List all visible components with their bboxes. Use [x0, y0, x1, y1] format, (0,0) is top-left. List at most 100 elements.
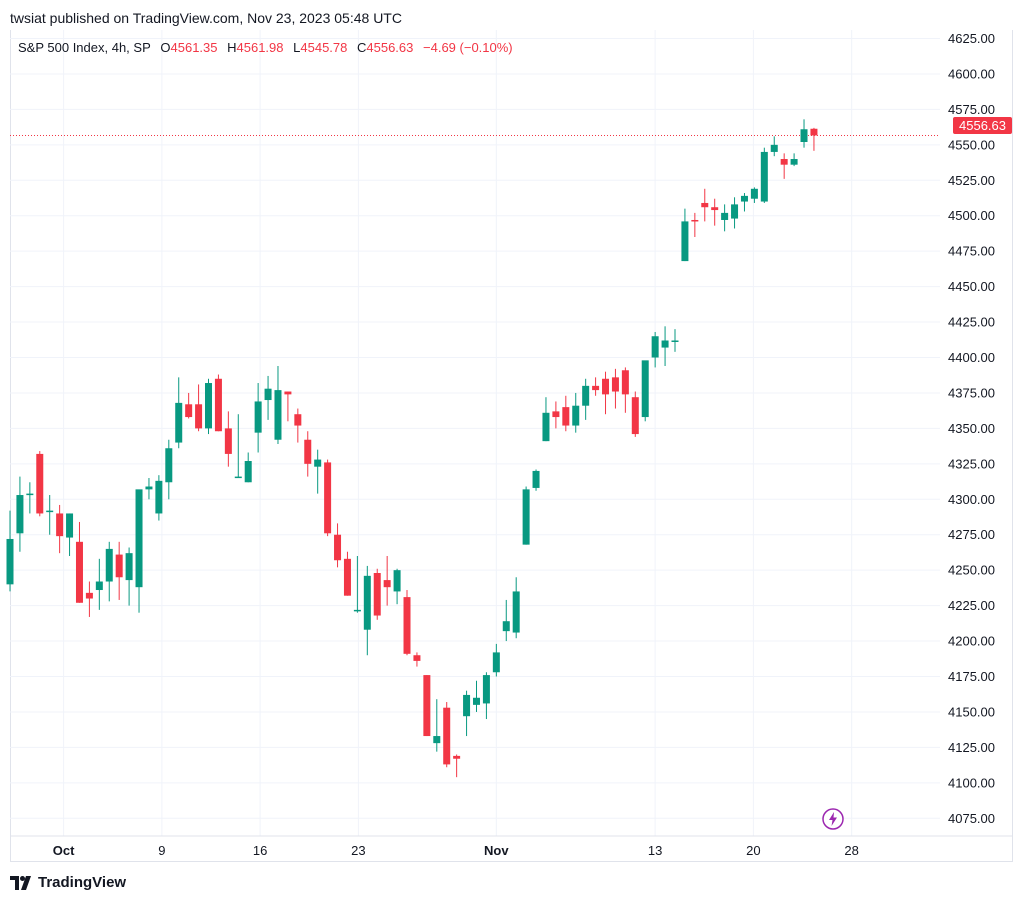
candle-body — [542, 412, 550, 442]
candle-body — [631, 397, 639, 435]
lightning-bolt-icon[interactable] — [822, 808, 844, 830]
candle-body — [810, 128, 818, 136]
candle-body — [244, 461, 252, 483]
candle-body — [413, 655, 421, 661]
candle-body — [135, 489, 143, 588]
publisher-caption: twsiat published on TradingView.com, Nov… — [10, 10, 402, 26]
candle-body — [790, 159, 798, 165]
candle-body — [552, 411, 560, 418]
candle-body — [36, 453, 44, 514]
candle-body — [353, 609, 361, 612]
candle-body — [284, 391, 292, 395]
y-tick-label: 4125.00 — [948, 740, 995, 755]
candle-body — [224, 428, 232, 454]
candle-body — [661, 340, 669, 348]
candle-body — [463, 694, 471, 717]
candle-body — [502, 621, 510, 632]
candle-body — [274, 390, 282, 440]
last-price-tag: 4556.63 — [953, 117, 1012, 134]
candle-body — [482, 675, 490, 704]
candle-body — [75, 541, 83, 603]
candle-body — [185, 404, 193, 418]
candle-body — [115, 554, 123, 578]
candle-body — [264, 388, 272, 401]
y-tick-label: 4225.00 — [948, 598, 995, 613]
y-tick-label: 4275.00 — [948, 527, 995, 542]
candle-body — [46, 510, 54, 513]
y-tick-label: 4475.00 — [948, 244, 995, 259]
candle-body — [780, 159, 788, 165]
candle-body — [16, 495, 24, 534]
candle-body — [522, 489, 530, 545]
candle-body — [334, 534, 342, 561]
x-tick-label: 20 — [746, 843, 760, 858]
candle-body — [701, 202, 709, 208]
y-tick-label: 4425.00 — [948, 315, 995, 330]
x-tick-label: 28 — [844, 843, 858, 858]
candle-body — [532, 470, 540, 488]
y-tick-label: 4500.00 — [948, 208, 995, 223]
x-tick-label: 23 — [351, 843, 365, 858]
candle-body — [681, 221, 689, 262]
candle-body — [304, 439, 312, 464]
tradingview-logo[interactable]: TradingView — [10, 874, 126, 891]
candle-body — [711, 207, 719, 211]
candle-body — [214, 378, 222, 432]
candle-body — [443, 707, 451, 765]
tradingview-logo-icon — [10, 875, 31, 890]
candle-body — [6, 538, 14, 585]
candle-body — [155, 480, 163, 514]
close-label: C — [357, 40, 367, 55]
y-tick-label: 4575.00 — [948, 102, 995, 117]
candle-body — [602, 378, 610, 395]
candle-body — [433, 736, 441, 744]
open-label: O — [160, 40, 171, 55]
y-tick-label: 4250.00 — [948, 563, 995, 578]
candle-body — [721, 212, 729, 220]
candle-body — [95, 581, 103, 591]
symbol-label[interactable]: S&P 500 Index, 4h, SP — [18, 40, 151, 55]
candle-body — [750, 188, 758, 199]
candle-body — [373, 573, 381, 616]
change-value: −4.69 (−0.10%) — [423, 40, 513, 55]
candle-body — [671, 340, 679, 342]
candle-body — [66, 513, 74, 538]
chart-frame — [10, 30, 1013, 862]
candle-body — [453, 755, 461, 759]
high-value: 4561.98 — [236, 40, 284, 55]
x-tick-label: 16 — [253, 843, 267, 858]
y-tick-label: 4150.00 — [948, 704, 995, 719]
y-tick-label: 4400.00 — [948, 350, 995, 365]
candle-body — [492, 652, 500, 673]
candle-body — [363, 575, 371, 630]
candle-body — [314, 459, 322, 467]
high-label: H — [227, 40, 237, 55]
low-label: L — [293, 40, 301, 55]
x-tick-label: Oct — [53, 843, 75, 858]
candle-body — [234, 476, 242, 479]
y-tick-label: 4525.00 — [948, 173, 995, 188]
candle-body — [403, 597, 411, 654]
candle-body — [641, 360, 649, 418]
candle-body — [254, 401, 262, 433]
candle-body — [760, 151, 768, 202]
candle-body — [393, 570, 401, 592]
candle-body — [592, 385, 600, 391]
candle-body — [85, 592, 93, 599]
candle-body — [770, 144, 778, 152]
candle-body — [572, 405, 580, 426]
candle-body — [383, 580, 391, 588]
candle-body — [472, 697, 480, 705]
candle-body — [125, 553, 133, 581]
y-tick-label: 4300.00 — [948, 492, 995, 507]
candle-body — [651, 336, 659, 358]
candle-body — [611, 377, 619, 392]
candle-body — [105, 548, 113, 582]
brand-name: TradingView — [38, 874, 127, 891]
candle-body — [175, 402, 183, 443]
y-tick-label: 4200.00 — [948, 634, 995, 649]
candle-body — [691, 219, 699, 222]
x-tick-label: 9 — [158, 843, 165, 858]
candle-body — [294, 414, 302, 426]
